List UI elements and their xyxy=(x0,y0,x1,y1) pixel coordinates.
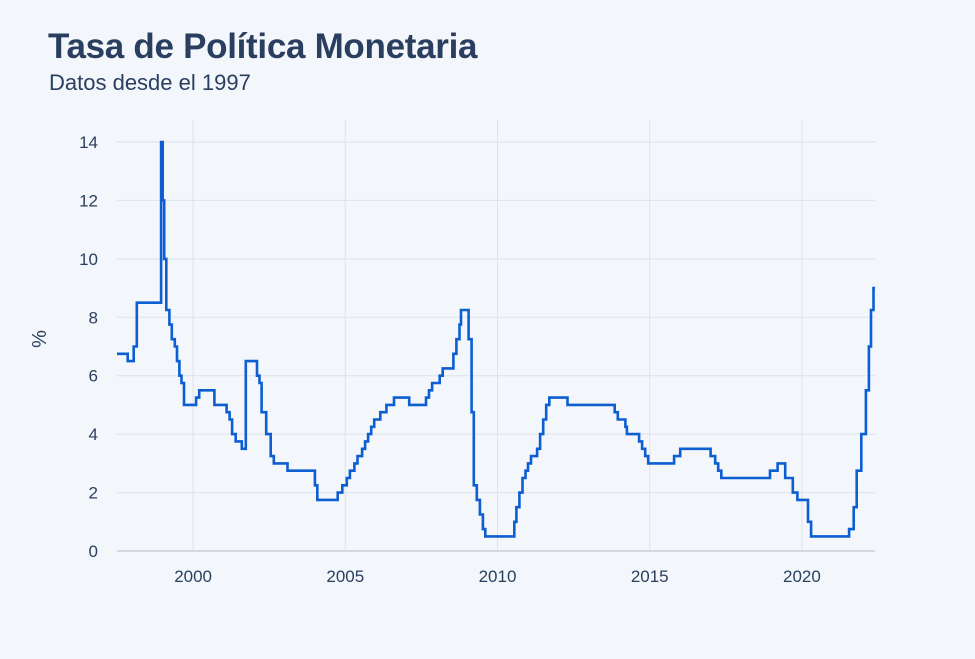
y-tick-label: 4 xyxy=(89,425,98,444)
y-tick-labels: 0 2 4 6 8 10 12 14 xyxy=(79,133,98,561)
x-tick-label: 2015 xyxy=(631,567,669,586)
y-tick-label: 8 xyxy=(89,308,98,327)
series-line xyxy=(117,140,875,538)
x-tick-label: 2000 xyxy=(174,567,212,586)
chart-subtitle: Datos desde el 1997 xyxy=(49,70,251,95)
x-tick-label: 2020 xyxy=(783,567,821,586)
y-tick-label: 14 xyxy=(79,133,98,152)
chart-title: Tasa de Política Monetaria xyxy=(48,27,478,66)
y-tick-label: 2 xyxy=(89,484,98,503)
horizontal-gridlines xyxy=(117,141,875,552)
vertical-gridlines xyxy=(192,120,803,551)
y-tick-label: 10 xyxy=(79,250,98,269)
y-tick-label: 12 xyxy=(79,191,98,210)
y-axis-title: % xyxy=(29,330,51,348)
series-layer xyxy=(117,140,875,538)
x-tick-labels: 2000 2005 2010 2015 2020 xyxy=(174,567,821,586)
x-tick-label: 2010 xyxy=(479,567,517,586)
x-tick-label: 2005 xyxy=(326,567,364,586)
y-tick-label: 0 xyxy=(89,542,98,561)
y-tick-label: 6 xyxy=(89,367,98,386)
